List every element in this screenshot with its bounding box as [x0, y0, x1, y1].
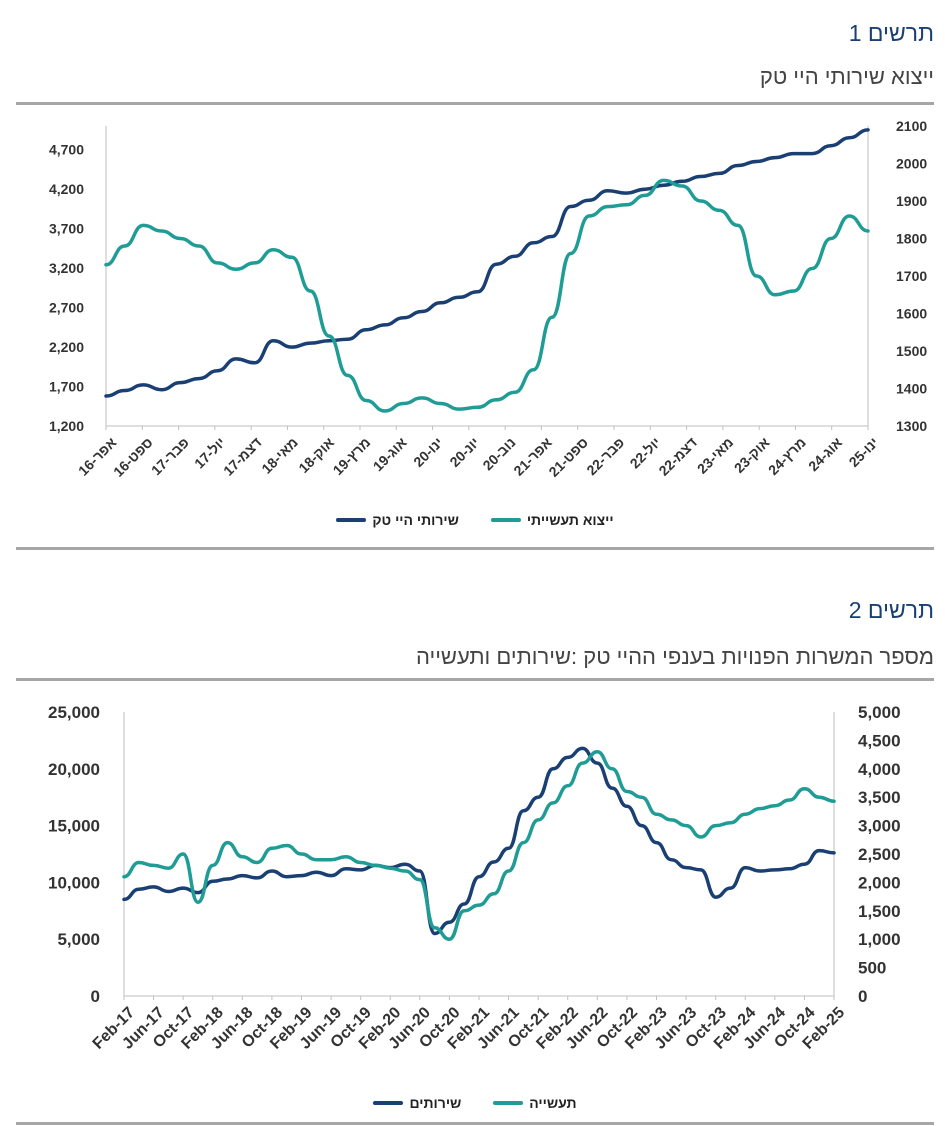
y-right-tick-label: 1900 [896, 193, 927, 209]
x-tick-label: פבר-17 [148, 434, 192, 478]
series-line-secondary [104, 178, 870, 413]
y-right-tick-label: 4,500 [858, 731, 901, 750]
y-right-tick-label: 1700 [896, 268, 927, 284]
y-left-tick-label: 1,200 [49, 418, 84, 434]
x-tick-label: ינו-20 [410, 434, 446, 470]
figure2-number: תרשים 2 [848, 597, 934, 623]
y-right-tick-label: 1300 [896, 418, 927, 434]
y-left-tick-label: 2,700 [49, 299, 84, 315]
x-tick-label: דצמ-17 [220, 434, 265, 479]
legend-swatch-industry [493, 1101, 524, 1105]
y-right-tick-label: 1500 [896, 343, 927, 359]
y-left-tick-label: 3,200 [49, 260, 84, 276]
y-right-tick-label: 1,000 [858, 930, 901, 949]
x-tick-label: פבר-22 [583, 434, 627, 478]
x-tick-label: מאי-18 [258, 434, 301, 477]
x-tick-label: ספט-16 [110, 434, 156, 480]
y-right-tick-label: 4,000 [858, 760, 901, 779]
x-tick-label: יונ-20 [446, 434, 482, 470]
y-left-tick-label: 4,200 [49, 181, 84, 197]
y-left-tick-label: 5,000 [57, 930, 100, 949]
series-line-primary [104, 128, 870, 398]
y-right-tick-label: 500 [858, 959, 886, 978]
x-tick-label: מרץ-24 [765, 434, 809, 478]
y-right-tick-label: 2000 [896, 155, 927, 171]
legend-item-services: שירותים [373, 1095, 461, 1111]
y-right-tick-label: 2,000 [858, 873, 901, 892]
y-left-tick-label: 10,000 [48, 873, 100, 892]
y-right-tick-label: 1600 [896, 305, 927, 321]
legend-swatch-industrial-exports [490, 518, 521, 522]
y-right-tick-label: 1800 [896, 230, 927, 246]
legend-item-industry: תעשייה [493, 1095, 577, 1111]
legend-swatch-services [373, 1101, 404, 1105]
legend-item-industrial-exports: ייצוא תעשייתי [490, 512, 614, 528]
y-left-tick-label: 2,200 [49, 339, 84, 355]
x-tick-label: מרץ-19 [330, 434, 374, 478]
legend-label-services: שירותים [409, 1095, 462, 1111]
legend-swatch-hitech-services [336, 518, 367, 522]
y-right-tick-label: 0 [858, 987, 867, 1006]
legend-label-hitech-services: שירותי היי טק [372, 512, 459, 528]
figure1-legend: ייצוא תעשייתי שירותי היי טק [0, 512, 950, 528]
series-line-primary [122, 746, 836, 936]
x-tick-label: דצמ-22 [655, 434, 700, 479]
y-right-tick-label: 5,000 [858, 703, 901, 722]
x-tick-label: ינו-25 [846, 434, 882, 470]
figure1-number: תרשים 1 [848, 20, 934, 46]
figure2-bottom-rule [16, 1122, 934, 1125]
x-tick-label: אוג-24 [805, 434, 845, 474]
y-right-tick-label: 2,500 [858, 845, 901, 864]
y-left-tick-label: 20,000 [48, 760, 100, 779]
figure2-legend: תעשייה שירותים [0, 1095, 950, 1111]
x-tick-label: מאי-23 [694, 434, 737, 477]
legend-label-industry: תעשייה [529, 1095, 577, 1111]
x-tick-label: אוג-19 [370, 434, 410, 474]
figure1-bottom-rule [16, 547, 934, 550]
y-left-tick-label: 15,000 [48, 817, 100, 836]
figure2-line-chart: 25,000 20,000 15,000 10,000 5,000 0 5,000 4,500… [48, 703, 901, 1053]
figure2-title: מספר המשרות הפנויות בענפי ההיי טק :שירות… [415, 644, 934, 669]
y-right-tick-label: 2100 [896, 118, 927, 134]
y-right-tick-label: 1,500 [858, 902, 901, 921]
y-left-tick-label: 3,700 [49, 221, 84, 237]
legend-label-industrial-exports: ייצוא תעשייתי [526, 512, 614, 528]
y-left-tick-label: 1,700 [49, 378, 84, 394]
series-line-secondary [122, 750, 836, 941]
y-left-tick-label: 0 [91, 987, 100, 1006]
figure1-title: ייצוא שירותי היי טק [759, 64, 934, 89]
figure2-top-rule [16, 678, 934, 681]
figure1-line-chart: 4,700 4,200 3,700 3,200 2,700 2,200 1,700 1,200… [49, 118, 927, 480]
y-left-tick-label: 25,000 [48, 703, 100, 722]
y-left-tick-label: 4,700 [49, 142, 84, 158]
legend-item-hitech-services: שירותי היי טק [336, 512, 459, 528]
y-right-tick-label: 1400 [896, 380, 927, 396]
figure1-top-rule [16, 102, 934, 105]
x-tick-label: ספט-21 [545, 434, 591, 480]
y-right-tick-label: 3,500 [858, 788, 901, 807]
y-right-tick-label: 3,000 [858, 817, 901, 836]
